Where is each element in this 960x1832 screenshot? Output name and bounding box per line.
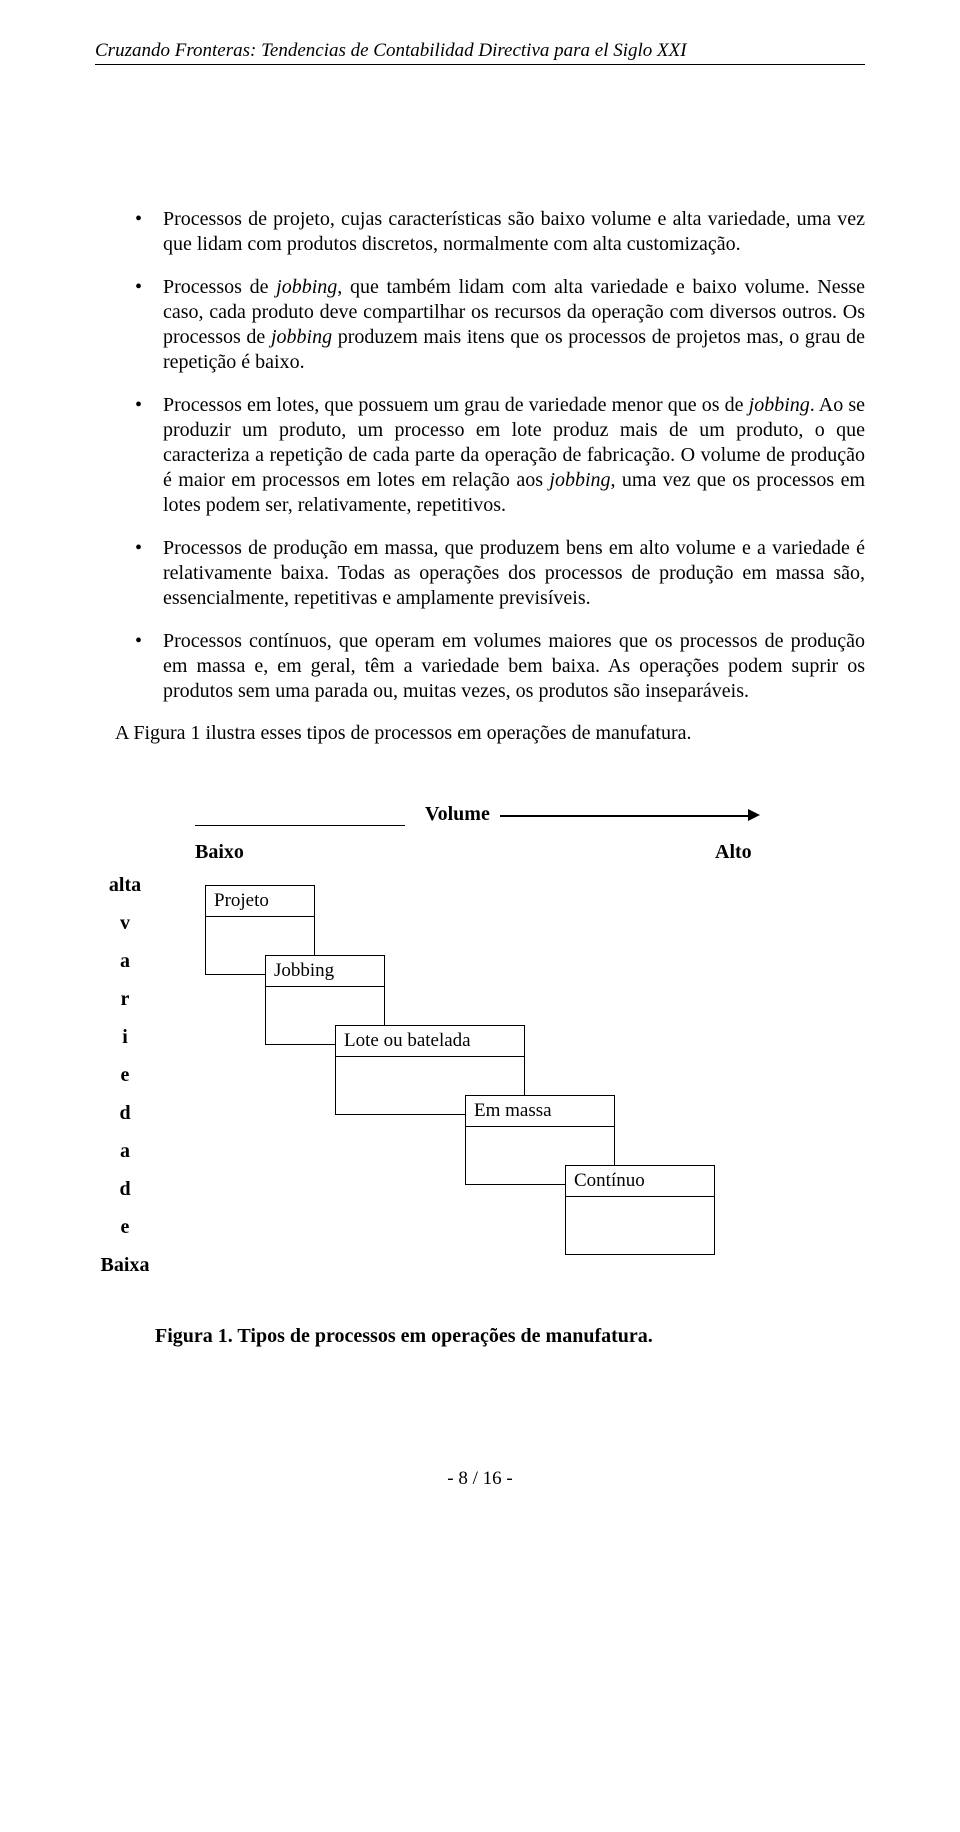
bullet-item: Processos contínuos, que operam em volum… [135, 629, 865, 704]
axis-underline [195, 825, 405, 826]
page-footer: - 8 / 16 - [95, 1468, 865, 1490]
figure-1: Volume Baixo Alto alta v a r i e d a d e… [95, 805, 865, 1348]
arrow-line [500, 815, 750, 817]
bullet-item: Processos de projeto, cujas característi… [135, 207, 865, 257]
bullet-item: Processos em lotes, que possuem um grau … [135, 393, 865, 518]
process-box-label: Jobbing [266, 956, 384, 987]
figure-caption: Figura 1. Tipos de processos em operaçõe… [155, 1325, 865, 1348]
process-box-label: Lote ou batelada [336, 1026, 524, 1057]
page-header: Cruzando Fronteras: Tendencias de Contab… [95, 40, 865, 64]
bullet-item: Processos de produção em massa, que prod… [135, 536, 865, 611]
y-bottom-label: Baixa [95, 1255, 155, 1275]
x-axis-label: Volume [425, 803, 490, 826]
process-boxes: Projeto Jobbing Lote ou batelada Em massa Co… [155, 875, 795, 1295]
process-box-label: Em massa [466, 1096, 614, 1127]
process-box-label: Projeto [206, 886, 314, 917]
process-box: Contínuo [565, 1165, 715, 1255]
arrow-head-icon [748, 809, 760, 821]
y-top-label: alta [95, 875, 155, 895]
y-axis: alta v a r i e d a d e Baixa [95, 875, 155, 1295]
process-box-label: Contínuo [566, 1166, 714, 1197]
bullet-item: Processos de jobbing, que também lidam c… [135, 275, 865, 375]
x-low-label: Baixo [195, 841, 244, 864]
x-high-label: Alto [715, 841, 752, 864]
bullet-list: Processos de projeto, cujas característi… [135, 207, 865, 704]
figure-intro: A Figura 1 ilustra esses tipos de proces… [115, 722, 865, 745]
